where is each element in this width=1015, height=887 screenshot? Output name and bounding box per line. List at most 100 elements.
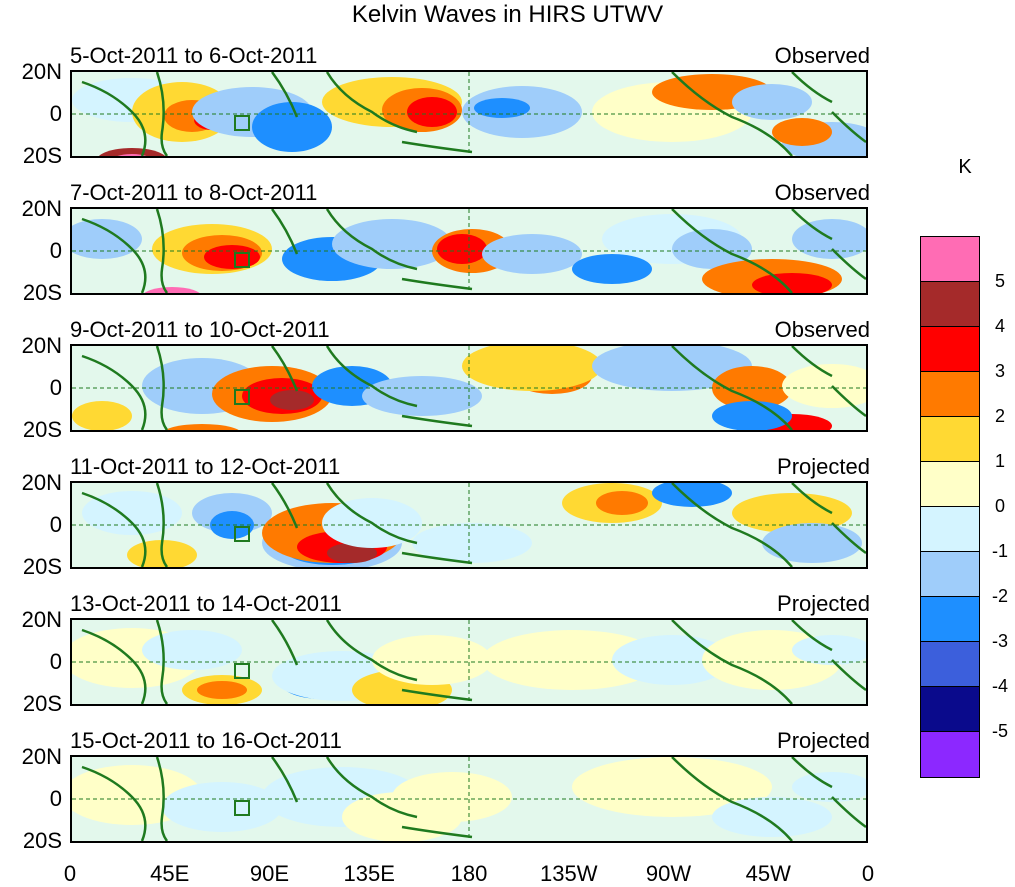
latitude-label: 20S	[22, 828, 62, 853]
latitude-label: 20S	[22, 554, 62, 579]
latitude-label: 20N	[21, 607, 62, 632]
panel-date-range: 11-Oct-2011 to 12-Oct-2011	[70, 454, 341, 479]
coastline	[325, 209, 418, 271]
colorbar-swatch	[921, 597, 979, 642]
anomaly-blob	[392, 772, 512, 822]
anomaly-blob	[762, 523, 862, 563]
coastline	[325, 757, 418, 819]
latitude-label: 20N	[21, 59, 62, 84]
coastline	[831, 111, 866, 144]
anomaly-blob	[142, 630, 242, 670]
panel-status: Observed	[774, 43, 870, 68]
coastline	[401, 140, 473, 154]
colorbar-unit: K	[958, 156, 972, 178]
latitude-label: 0	[49, 101, 62, 126]
anomaly-map	[72, 72, 866, 156]
anomaly-blob	[474, 98, 530, 118]
panel-status: Projected	[777, 728, 870, 753]
panel-date-range: 7-Oct-2011 to 8-Oct-2011	[70, 180, 318, 205]
coastline	[831, 659, 866, 692]
anomaly-blob	[162, 782, 282, 832]
anomaly-blob	[596, 491, 648, 515]
colorbar-swatch	[921, 372, 979, 417]
anomaly-blob	[165, 424, 239, 430]
latitude-label: 20S	[22, 417, 62, 442]
panel-status: Projected	[777, 454, 870, 479]
anomaly-blob	[197, 681, 247, 699]
coastline	[270, 209, 299, 255]
coastline	[81, 217, 147, 293]
panel-status: Observed	[774, 317, 870, 342]
longitude-label: 90W	[645, 861, 692, 886]
anomaly-blob	[252, 102, 332, 152]
colorbar-label: 1	[994, 451, 1005, 471]
colorbar-label: 5	[994, 271, 1005, 291]
anomaly-blob	[82, 491, 182, 535]
latitude-label: 20N	[21, 744, 62, 769]
colorbar-swatch	[921, 417, 979, 462]
anomaly-blob	[99, 148, 165, 156]
colorbar-label: 2	[994, 406, 1005, 426]
coastline	[791, 620, 833, 652]
region-box	[234, 526, 250, 542]
longitude-label: 45W	[745, 861, 791, 886]
colorbar-swatch	[921, 732, 979, 777]
coastline	[81, 491, 147, 567]
anomaly-blob	[712, 797, 832, 837]
region-box	[234, 115, 250, 131]
anomaly-blob	[362, 376, 482, 416]
map-panel	[70, 70, 868, 158]
panel-status: Projected	[777, 591, 870, 616]
region-box	[234, 252, 250, 268]
latitude-label: 0	[49, 375, 62, 400]
map-panel	[70, 207, 868, 295]
colorbar-swatch	[921, 642, 979, 687]
colorbar-label: -1	[991, 541, 1008, 561]
anomaly-blob	[732, 84, 812, 120]
coastline	[791, 346, 833, 378]
colorbar-swatch	[921, 552, 979, 597]
coastline	[270, 346, 299, 392]
coastline	[81, 765, 147, 841]
anomaly-blob	[437, 234, 487, 264]
anomaly-blob	[372, 635, 492, 685]
longitude-label: 135E	[343, 861, 395, 886]
coastline	[401, 551, 473, 565]
region-box	[234, 800, 250, 816]
colorbar-label: -3	[991, 631, 1008, 651]
anomaly-blob	[210, 511, 254, 539]
coastline	[270, 620, 299, 666]
coastline	[325, 483, 418, 545]
coastline	[671, 72, 793, 156]
colorbar-swatch	[921, 507, 979, 552]
coastline	[325, 346, 418, 408]
anomaly-blob	[412, 523, 532, 563]
coastline	[831, 385, 866, 418]
coastline	[831, 248, 866, 281]
coastline	[155, 620, 169, 704]
colorbar-label: -5	[991, 721, 1008, 741]
anomaly-blob	[792, 635, 866, 665]
coastline	[831, 522, 866, 555]
anomaly-map	[72, 346, 866, 430]
coastline	[791, 483, 833, 515]
panel-date-range: 9-Oct-2011 to 10-Oct-2011	[70, 317, 330, 342]
anomaly-map	[72, 483, 866, 567]
region-box	[234, 663, 250, 679]
anomaly-map	[72, 209, 866, 293]
longitude-label: 180	[450, 861, 488, 886]
coastline	[671, 483, 793, 567]
coastline	[671, 620, 793, 704]
coastline	[671, 209, 793, 293]
anomaly-blob	[462, 346, 602, 391]
colorbar-swatch	[921, 462, 979, 507]
map-panel	[70, 344, 868, 432]
coastline	[81, 80, 147, 156]
anomaly-blob	[327, 543, 377, 563]
latitude-label: 20N	[21, 196, 62, 221]
anomaly-blob	[407, 97, 457, 127]
anomaly-blob	[72, 401, 132, 430]
anomaly-blob	[117, 154, 147, 156]
coastline	[831, 796, 866, 829]
coastline	[270, 483, 299, 529]
